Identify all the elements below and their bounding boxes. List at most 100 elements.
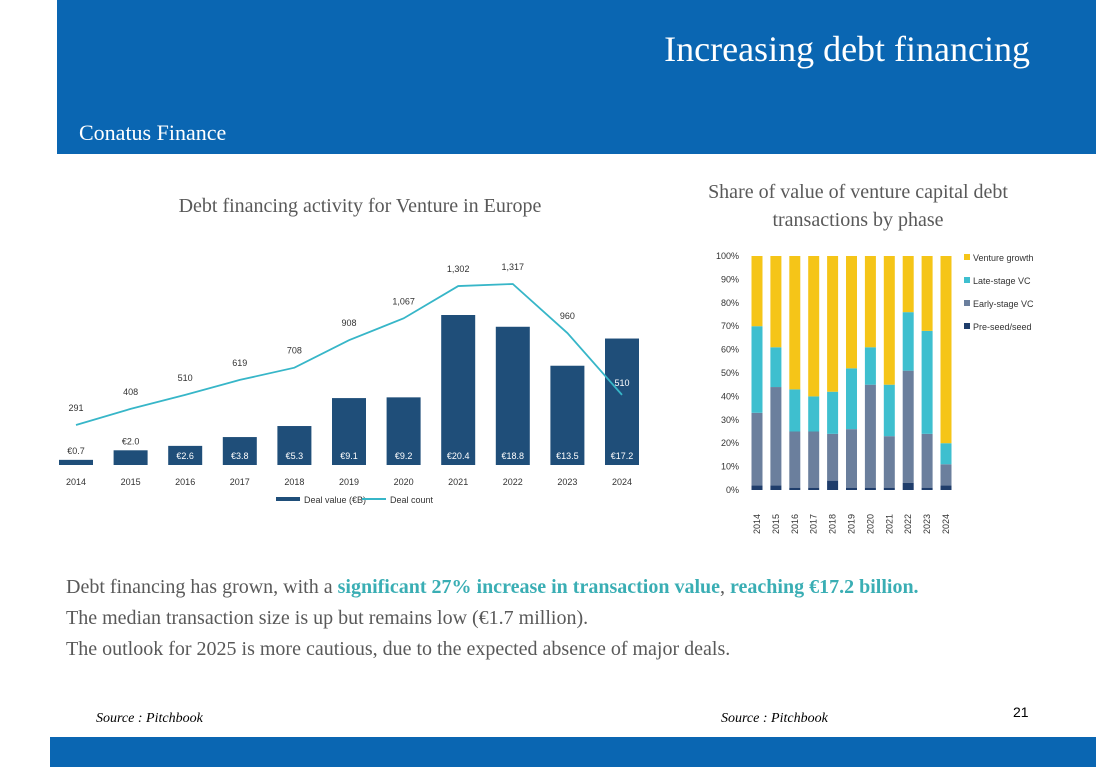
stack-segment — [902, 482, 914, 490]
y-tick-label: 10% — [721, 462, 739, 472]
source-left: Source : Pitchbook — [96, 711, 203, 726]
legend-label: Pre-seed/seed — [973, 322, 1032, 332]
x-tick-label: 2016 — [175, 477, 195, 487]
chart1-title: Debt financing activity for Venture in E… — [178, 195, 542, 217]
stack-segment — [808, 396, 820, 432]
stack-segment — [751, 256, 763, 327]
x-tick-label: 2016 — [790, 514, 800, 534]
stack-segment — [846, 256, 857, 369]
x-tick-label: 2015 — [771, 514, 781, 534]
x-tick-label: 2023 — [922, 514, 932, 534]
stack-segment — [940, 464, 952, 486]
y-tick-label: 80% — [721, 298, 739, 308]
bar-value-label: €18.8 — [502, 451, 525, 461]
bar-value-label: €3.8 — [231, 451, 249, 461]
growth-comma: , — [720, 576, 731, 598]
bar-2018 — [277, 426, 312, 465]
page-title: Increasing debt financing — [664, 29, 1030, 69]
x-tick-label: 2021 — [448, 477, 468, 487]
legend-label-deal-value: Deal value (€B) — [304, 495, 366, 505]
y-tick-label: 0% — [726, 485, 739, 495]
chart2-title: Share of value of venture capital debt t… — [708, 181, 1008, 231]
x-tick-label: 2018 — [828, 514, 838, 534]
stack-segment — [789, 487, 801, 490]
stack-segment — [789, 431, 801, 488]
stack-segment — [770, 347, 782, 388]
x-tick-label: 2024 — [941, 514, 951, 534]
bar-value-label: €9.2 — [395, 451, 413, 461]
stack-segment — [921, 256, 933, 331]
bar-2014 — [59, 459, 93, 465]
legend-swatch-deal-value — [276, 497, 300, 501]
x-tick-label: 2024 — [612, 477, 632, 487]
deal-count-line — [75, 283, 623, 426]
stack-segment — [751, 326, 763, 413]
stack-segment — [864, 487, 876, 490]
stack-segment — [846, 487, 857, 490]
deal-count-label: 619 — [232, 358, 247, 368]
stack-segment — [751, 412, 763, 486]
x-tick-label: 2014 — [752, 514, 762, 534]
y-tick-label: 20% — [721, 438, 739, 448]
y-tick-label: 90% — [721, 274, 739, 284]
stack-segment — [827, 391, 839, 434]
bar-2015 — [113, 450, 148, 465]
body-text: Debt financing has grown, with a signifi… — [66, 576, 1056, 669]
bar-value-label: €13.5 — [556, 451, 579, 461]
bar-2023 — [550, 365, 585, 465]
deal-count-label: 1,302 — [447, 264, 470, 274]
page-number: 21 — [1013, 704, 1029, 720]
bar-value-label: €5.3 — [286, 451, 304, 461]
y-tick-label: 100% — [716, 251, 739, 261]
footer-banner — [50, 737, 1096, 767]
x-tick-label: 2023 — [557, 477, 577, 487]
bar-value-label: €9.1 — [340, 451, 358, 461]
deal-count-label: 960 — [560, 311, 575, 321]
x-tick-label: 2017 — [230, 477, 250, 487]
x-tick-label: 2020 — [865, 514, 875, 534]
stack-segment — [883, 384, 895, 437]
stack-segment — [940, 443, 952, 465]
stack-segment — [789, 389, 801, 432]
bar-value-label: €2.0 — [122, 436, 140, 446]
x-tick-label: 2022 — [903, 514, 913, 534]
stack-segment — [940, 256, 952, 444]
stack-segment — [808, 431, 820, 488]
deal-count-label: 908 — [341, 318, 356, 328]
deal-count-label: 510 — [178, 373, 193, 383]
bar-value-label: €20.4 — [447, 451, 470, 461]
phase-share-chart: 0% 10% 20% 30% 40% 50% 60% 70% 80% 90% 100% 2014 201… — [716, 251, 1034, 534]
stack-segment — [940, 485, 952, 490]
stack-segment — [770, 387, 782, 486]
stack-segment — [921, 330, 933, 434]
bar-value-label: €17.2 — [611, 451, 634, 461]
x-tick-label: 2017 — [809, 514, 819, 534]
stack-segment — [921, 487, 933, 490]
x-tick-label: 2015 — [121, 477, 141, 487]
stack-segment — [902, 256, 914, 313]
bar-2016 — [168, 445, 203, 465]
legend-swatch — [964, 277, 970, 283]
bar-2020 — [386, 397, 421, 465]
debt-financing-chart: €0.7 2014 €2.0 2015 €2.6 2016 €3.8 2017 €5.3 2018… — [59, 262, 639, 505]
deal-count-label: 291 — [68, 403, 83, 413]
stack-segment — [808, 256, 820, 397]
deal-count-label: 510 — [614, 378, 629, 388]
brand-name: Conatus Finance — [79, 120, 227, 145]
legend-label: Venture growth — [973, 253, 1034, 263]
deal-count-label: 408 — [123, 387, 138, 397]
stack-segment — [846, 368, 857, 430]
stack-segment — [883, 256, 895, 385]
paragraph-growth: Debt financing has grown, with a signifi… — [66, 576, 1056, 598]
stack-segment — [751, 485, 763, 490]
growth-highlight: significant 27% increase in transaction … — [337, 576, 721, 598]
y-tick-label: 60% — [721, 345, 739, 355]
legend-label: Late-stage VC — [973, 276, 1031, 286]
y-tick-label: 40% — [721, 391, 739, 401]
bar-value-label: €0.7 — [67, 446, 85, 456]
growth-text: Debt financing has grown, with a — [66, 576, 338, 598]
bar-2022 — [495, 326, 530, 465]
x-tick-label: 2022 — [503, 477, 523, 487]
stack-segment — [902, 312, 914, 371]
stack-segment — [827, 256, 839, 392]
